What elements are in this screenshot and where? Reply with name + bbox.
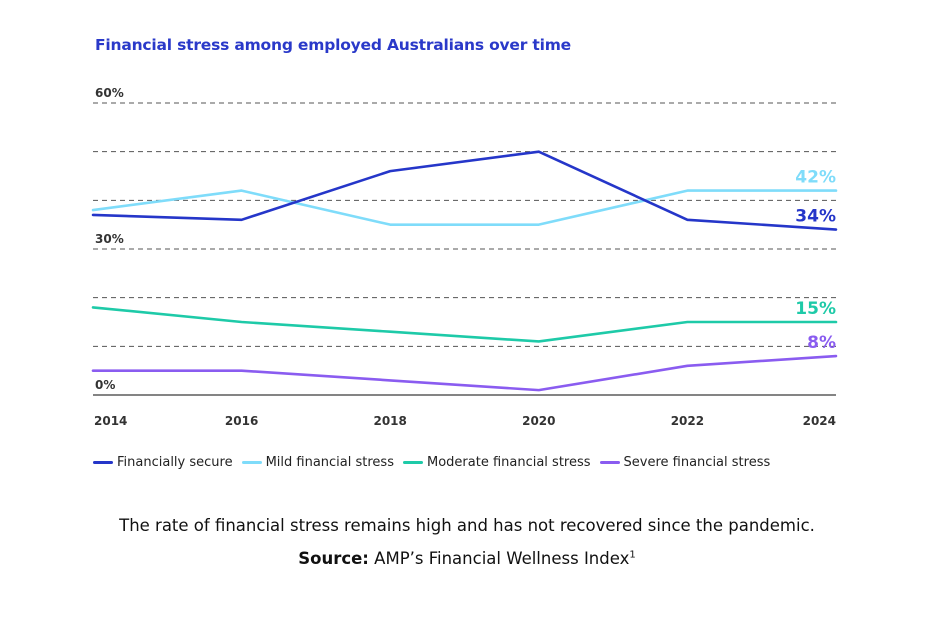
series-lines	[91, 150, 838, 392]
chart-caption: The rate of financial stress remains hig…	[119, 516, 815, 535]
x-tick-label: 2020	[522, 414, 555, 428]
chart-title: Financial stress among employed Australi…	[95, 36, 571, 54]
y-tick-label: 0%	[95, 378, 115, 392]
legend-item-moderate-financial-stress: Moderate financial stress	[402, 455, 591, 470]
y-axis-ticks: 60% 30% 0%	[95, 86, 124, 392]
x-tick-label: 2022	[671, 414, 704, 428]
x-tick-label: 2016	[225, 414, 258, 428]
x-axis-ticks: 2014 2016 2018 2020 2022 2024	[94, 414, 836, 428]
legend-swatch	[599, 461, 620, 464]
source-label: Source:	[298, 549, 369, 568]
source-footnote: 1	[629, 549, 636, 561]
end-label-mild-financial-stress: 42%	[795, 168, 836, 188]
x-tick-label: 2014	[94, 414, 127, 428]
legend-label: Financially secure	[117, 455, 233, 470]
legend-item-financially-secure: Financially secure	[93, 455, 233, 470]
end-labels: 34% 42% 15% 8%	[795, 168, 836, 353]
end-label-severe-financial-stress: 8%	[807, 333, 836, 353]
legend-item-mild-financial-stress: Mild financial stress	[241, 455, 394, 470]
legend-label: Moderate financial stress	[426, 455, 591, 470]
legend: Financially secure Mild financial stress M…	[93, 455, 779, 470]
series-line-financially-secure	[91, 150, 838, 231]
legend-label: Mild financial stress	[265, 455, 394, 470]
series-line-moderate-financial-stress	[91, 306, 838, 343]
end-label-financially-secure: 34%	[795, 207, 836, 227]
x-tick-label: 2018	[373, 414, 406, 428]
series-line-mild-financial-stress	[91, 189, 838, 226]
legend-item-severe-financial-stress: Severe financial stress	[599, 455, 771, 470]
line-chart: 60% 30% 0% 2014 2016 2018 2020 2022 2024 34% 42%…	[91, 86, 838, 428]
legend-swatch	[241, 461, 262, 464]
source-line: Source: AMP’s Financial Wellness Index1	[0, 549, 934, 568]
legend-label: Severe financial stress	[623, 455, 771, 470]
legend-swatch	[402, 461, 423, 464]
legend-swatch	[93, 461, 113, 464]
series-line-severe-financial-stress	[91, 354, 838, 392]
source-text: AMP’s Financial Wellness Index	[368, 549, 630, 568]
y-tick-label: 60%	[95, 86, 124, 100]
end-label-moderate-financial-stress: 15%	[795, 299, 836, 319]
x-tick-label: 2024	[803, 414, 836, 428]
y-tick-label: 30%	[95, 232, 124, 246]
grid-lines	[93, 102, 836, 396]
